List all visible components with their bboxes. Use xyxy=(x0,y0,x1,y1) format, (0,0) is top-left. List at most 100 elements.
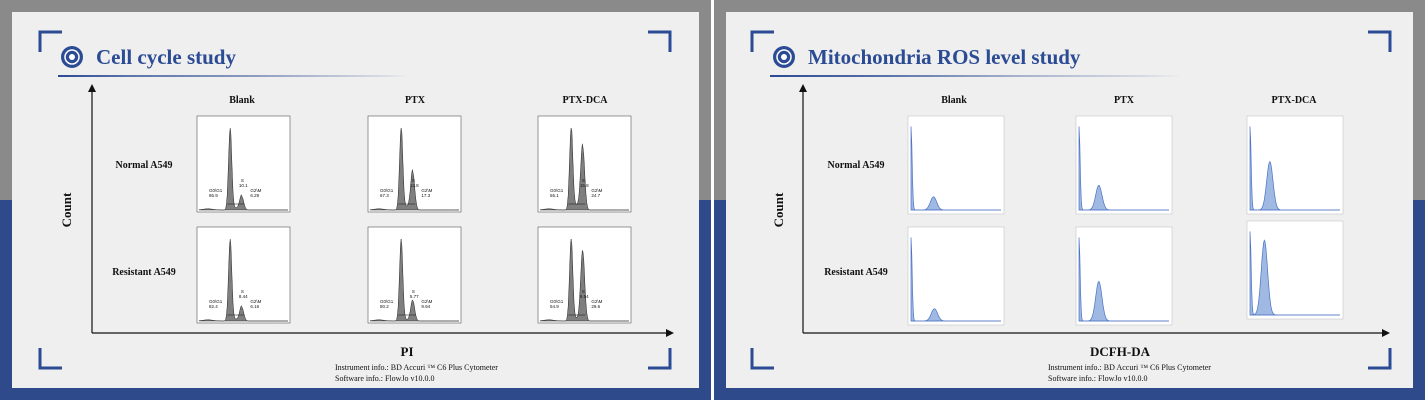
gate-label: G2\M xyxy=(250,188,261,193)
column-header-ptx: PTX xyxy=(1114,95,1135,106)
histogram-frame xyxy=(907,226,1005,326)
histogram-frame xyxy=(1075,226,1173,326)
gate-label: G0\G1 xyxy=(380,299,394,304)
panel-title: Cell cycle study xyxy=(96,45,236,69)
cell-cycle-histogram xyxy=(369,127,459,211)
cell-logo-icon xyxy=(773,46,795,68)
cell-cycle-figure: Cell cycle study Count PI Blank PTX PTX-… xyxy=(38,30,674,383)
y-axis-label: Count xyxy=(771,192,786,227)
gate-label: G2\M xyxy=(591,188,602,193)
gate-label: S xyxy=(582,289,585,294)
cell-logo-icon xyxy=(61,46,83,68)
panel-title: Mitochondria ROS level study xyxy=(808,45,1081,69)
gate-label: S xyxy=(412,289,415,294)
gate-label: S xyxy=(241,178,244,183)
gate-label: G2\M xyxy=(421,188,432,193)
column-header-ptx-dca: PTX-DCA xyxy=(563,95,609,106)
ros-histogram-grid xyxy=(907,115,1344,326)
gate-label: G0\G1 xyxy=(209,188,223,193)
y-axis-label: Count xyxy=(59,192,74,227)
gate-label: 86.9 xyxy=(209,193,218,198)
histogram-panel xyxy=(907,226,1005,326)
corner-frame-top-right xyxy=(1368,30,1392,52)
title-underline xyxy=(770,75,1184,77)
gate-label: 80.2 xyxy=(380,304,389,309)
gate-label: S xyxy=(412,178,415,183)
gate-label: 13.8 xyxy=(410,183,419,188)
corner-frame-bottom-right xyxy=(1368,348,1392,370)
cell-cycle-histogram xyxy=(198,127,288,211)
ros-figure: Mitochondria ROS level study Count DCFH-… xyxy=(750,30,1392,383)
column-header-blank: Blank xyxy=(941,95,967,106)
corner-frame-top-right xyxy=(648,30,672,52)
histogram-frame xyxy=(196,115,291,213)
corner-frame-top-left xyxy=(750,30,774,52)
x-axis-label: DCFH-DA xyxy=(1090,344,1151,359)
corner-frame-bottom-left xyxy=(38,348,62,370)
gate-label: G2\M xyxy=(250,299,261,304)
cell-cycle-histogram xyxy=(539,238,629,322)
gate-label: 6.29 xyxy=(250,193,259,198)
gate-label: G2\M xyxy=(421,299,432,304)
row-label-resistant: Resistant A549 xyxy=(824,267,888,278)
histogram-panel xyxy=(907,115,1005,215)
gate-label: 15.8 xyxy=(580,183,589,188)
row-label-normal: Normal A549 xyxy=(116,160,173,171)
gate-label: G0\G1 xyxy=(550,188,564,193)
gate-label: 24.7 xyxy=(591,193,600,198)
gate-label: 10.1 xyxy=(239,183,248,188)
gate-label: G0\G1 xyxy=(209,299,223,304)
gate-label: G2\M xyxy=(591,299,602,304)
x-axis-arrow xyxy=(1382,329,1390,337)
histogram-panel xyxy=(1246,220,1344,320)
cell-cycle-panel: Cell cycle study Count PI Blank PTX PTX-… xyxy=(0,0,711,400)
gate-label: G0\G1 xyxy=(380,188,394,193)
histogram-panel xyxy=(1246,115,1344,215)
gate-label: 8.44 xyxy=(239,294,248,299)
column-header-blank: Blank xyxy=(229,95,255,106)
gate-label: 6.16 xyxy=(250,304,259,309)
row-label-resistant: Resistant A549 xyxy=(112,267,176,278)
title-underline xyxy=(58,75,410,77)
gate-label: S xyxy=(241,289,244,294)
gate-label: 82.4 xyxy=(209,304,218,309)
software-info: Software info.: FlowJo v10.0.0 xyxy=(335,374,435,383)
cell-cycle-histogram xyxy=(198,238,288,322)
gate-label: 55.1 xyxy=(550,193,559,198)
corner-frame-top-left xyxy=(38,30,62,52)
gate-label: 8.54 xyxy=(580,294,589,299)
y-axis-arrow xyxy=(88,84,96,92)
histogram-panel xyxy=(1075,226,1173,326)
histogram-frame xyxy=(1246,115,1344,215)
corner-frame-bottom-left xyxy=(750,348,774,370)
histogram-frame xyxy=(907,115,1005,215)
column-header-ptx: PTX xyxy=(405,95,426,106)
x-axis-label: PI xyxy=(401,344,414,359)
instrument-info: Instrument info.: BD Accuri ™ C6 Plus Cy… xyxy=(1048,363,1211,372)
gate-label: 5.77 xyxy=(410,294,419,299)
row-label-normal: Normal A549 xyxy=(828,160,885,171)
gate-label: S xyxy=(582,178,585,183)
gate-label: 67.3 xyxy=(380,193,389,198)
instrument-info: Instrument info.: BD Accuri ™ C6 Plus Cy… xyxy=(335,363,498,372)
cell-cycle-histogram xyxy=(369,238,459,322)
ros-panel: Mitochondria ROS level study Count DCFH-… xyxy=(714,0,1425,400)
histogram-frame xyxy=(196,226,291,324)
gate-label: 54.9 xyxy=(550,304,559,309)
column-header-ptx-dca: PTX-DCA xyxy=(1272,95,1318,106)
x-axis-arrow xyxy=(666,329,674,337)
software-info: Software info.: FlowJo v10.0.0 xyxy=(1048,374,1148,383)
histogram-frame xyxy=(1075,115,1173,215)
histogram-panel xyxy=(1075,115,1173,215)
gate-label: 9.94 xyxy=(421,304,430,309)
gate-label: 29.6 xyxy=(591,304,600,309)
corner-frame-bottom-right xyxy=(648,348,672,370)
gate-label: 17.3 xyxy=(421,193,430,198)
gate-label: G0\G1 xyxy=(550,299,564,304)
